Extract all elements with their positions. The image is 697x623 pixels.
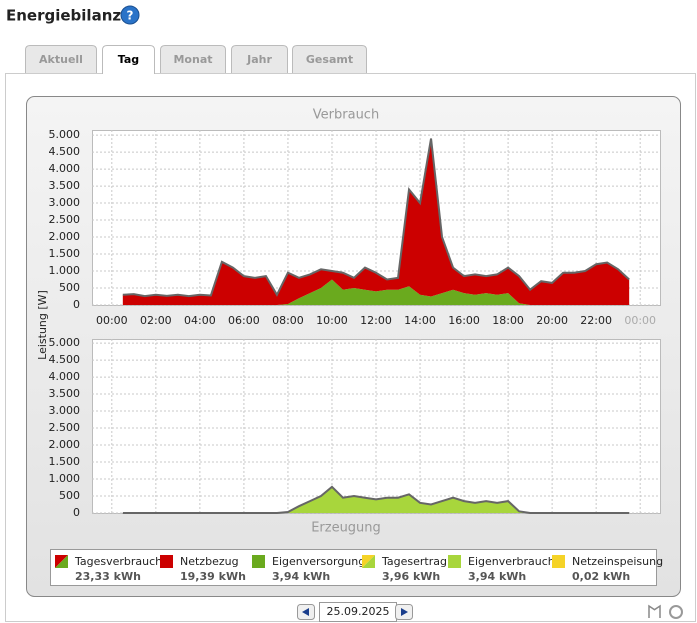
y-tick-label: 4.000 xyxy=(49,162,81,175)
legend-total: 3,96 kWh xyxy=(382,570,440,583)
legend-swatch xyxy=(448,555,461,568)
y-tick-label: 1.500 xyxy=(49,247,81,260)
total-line xyxy=(122,485,630,514)
help-icon[interactable] xyxy=(120,5,140,25)
y-tick-label: 3.000 xyxy=(49,196,81,209)
help-icon-text[interactable]: ? xyxy=(127,9,134,23)
y-tick-label: 500 xyxy=(59,281,80,294)
tab[interactable] xyxy=(102,45,155,75)
x-tick-label: 10:00 xyxy=(316,314,348,327)
legend-label: Eigenverbrauch xyxy=(468,555,555,568)
area-series xyxy=(122,138,630,305)
legend-total: 3,94 kWh xyxy=(468,570,526,583)
y-tick-label: 2.500 xyxy=(49,213,81,226)
legend-label: Eigenversorgung xyxy=(272,555,365,568)
tab[interactable] xyxy=(292,45,367,74)
y-tick-label: 1.000 xyxy=(49,472,81,485)
y-tick-label: 3.000 xyxy=(49,404,81,417)
x-tick-label: 16:00 xyxy=(448,314,480,327)
y-tick-label: 1.500 xyxy=(49,455,81,468)
legend-total: 0,02 kWh xyxy=(572,570,630,583)
x-tick-label: 08:00 xyxy=(272,314,304,327)
chart-title: Erzeugung xyxy=(311,521,381,536)
y-tick-label: 3.500 xyxy=(49,387,81,400)
x-tick-label: 00:00 xyxy=(624,314,656,327)
legend-swatch xyxy=(362,555,375,568)
legend-swatch xyxy=(55,555,68,568)
legend-label: Netzeinspeisung xyxy=(572,555,663,568)
x-tick-label: 02:00 xyxy=(140,314,172,327)
y-tick-label: 4.000 xyxy=(49,370,81,383)
total-line xyxy=(122,138,630,298)
chart-title: Verbrauch xyxy=(313,108,379,123)
prev-arrow[interactable] xyxy=(302,608,309,616)
y-tick-label: 0 xyxy=(73,298,80,311)
legend-swatch xyxy=(252,555,265,568)
y-tick-label: 1.000 xyxy=(49,264,81,277)
legend-swatch xyxy=(552,555,565,568)
page-title: Energiebilanz xyxy=(6,7,121,25)
legend-total: 3,94 kWh xyxy=(272,570,330,583)
settings-icon[interactable] xyxy=(669,605,683,619)
export-icon[interactable] xyxy=(648,604,661,618)
y-tick-label: 5.000 xyxy=(49,336,81,349)
y-tick-label: 4.500 xyxy=(49,145,81,158)
y-tick-label: 500 xyxy=(59,489,80,502)
area-series xyxy=(122,279,630,305)
legend-swatch xyxy=(160,555,173,568)
legend-total: 19,39 kWh xyxy=(180,570,246,583)
y-tick-label: 3.500 xyxy=(49,179,81,192)
x-tick-label: 00:00 xyxy=(96,314,128,327)
y-tick-label: 4.500 xyxy=(49,353,81,366)
x-tick-label: 06:00 xyxy=(228,314,260,327)
legend-label: Tagesertrag xyxy=(381,555,447,568)
x-tick-label: 18:00 xyxy=(492,314,524,327)
legend-label: Tagesverbrauch xyxy=(74,555,162,568)
tab[interactable] xyxy=(25,45,97,74)
tab-label[interactable]: Gesamt xyxy=(306,53,353,66)
y-tick-label: 2.500 xyxy=(49,421,81,434)
y-axis-label: Leistung [W] xyxy=(36,290,49,360)
date-text[interactable]: 25.09.2025 xyxy=(327,605,390,618)
tab-label[interactable]: Aktuell xyxy=(39,53,83,66)
next-arrow[interactable] xyxy=(401,608,408,616)
tab[interactable] xyxy=(160,45,226,74)
tab-label[interactable]: Tag xyxy=(118,53,139,66)
x-tick-label: 14:00 xyxy=(404,314,436,327)
tab[interactable] xyxy=(231,45,288,74)
y-tick-label: 2.000 xyxy=(49,438,81,451)
tab-label[interactable]: Monat xyxy=(173,53,212,66)
x-tick-label: 20:00 xyxy=(536,314,568,327)
y-tick-label: 2.000 xyxy=(49,230,81,243)
legend-label: Netzbezug xyxy=(180,555,239,568)
x-tick-label: 12:00 xyxy=(360,314,392,327)
x-tick-label: 22:00 xyxy=(580,314,612,327)
legend-total: 23,33 kWh xyxy=(75,570,141,583)
x-tick-label: 04:00 xyxy=(184,314,216,327)
tab-label[interactable]: Jahr xyxy=(246,53,272,66)
y-tick-label: 0 xyxy=(73,506,80,519)
y-tick-label: 5.000 xyxy=(49,128,81,141)
